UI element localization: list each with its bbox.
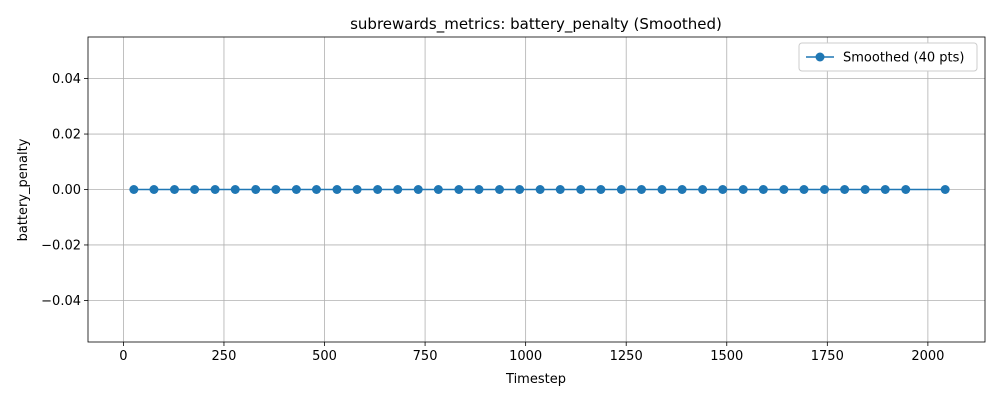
legend-series-label: Smoothed (40 pts): [843, 51, 964, 66]
data-point: [596, 185, 606, 194]
x-axis: 0 250 500 750 1000 1250 1500 1750 2000: [119, 342, 944, 364]
x-tick-label: 750: [413, 349, 438, 364]
data-point: [230, 185, 240, 194]
data-point: [291, 185, 301, 194]
data-point: [555, 185, 565, 194]
x-axis-label: Timestep: [505, 372, 566, 387]
x-tick-label: 500: [312, 349, 337, 364]
data-point: [718, 185, 728, 194]
data-point: [535, 185, 545, 194]
data-point: [799, 185, 809, 194]
data-point: [149, 185, 159, 194]
data-point: [698, 185, 708, 194]
legend: Smoothed (40 pts): [798, 42, 978, 72]
x-tick-label: 2000: [911, 349, 944, 364]
y-axis-label: battery_penalty: [16, 138, 31, 241]
legend-marker-sample: [815, 52, 825, 62]
y-tick-label: −0.04: [41, 294, 81, 309]
grid: [88, 37, 985, 342]
data-point: [657, 185, 667, 194]
data-point: [251, 185, 261, 194]
data-point: [636, 185, 646, 194]
data-point: [901, 185, 911, 194]
data-point: [494, 185, 504, 194]
data-point: [738, 185, 748, 194]
data-point: [880, 185, 890, 194]
data-point: [454, 185, 464, 194]
data-point: [169, 185, 179, 194]
data-point: [393, 185, 403, 194]
data-point: [311, 185, 321, 194]
x-tick-label: 0: [119, 349, 127, 364]
y-tick-label: 0.00: [52, 183, 81, 198]
y-tick-label: 0.02: [52, 128, 81, 143]
data-point: [373, 185, 383, 194]
x-tick-label: 1500: [710, 349, 743, 364]
y-tick-label: −0.02: [41, 238, 81, 253]
x-tick-label: 1000: [509, 349, 542, 364]
y-tick-label: 0.04: [52, 72, 81, 87]
chart-title: subrewards_metrics: battery_penalty (Smo…: [350, 15, 722, 34]
y-axis: −0.04 −0.02 0.00 0.02 0.04: [41, 72, 88, 309]
data-point: [677, 185, 687, 194]
x-tick-label: 1250: [610, 349, 643, 364]
data-point: [129, 185, 139, 194]
legend-box: [798, 42, 978, 72]
series-layer: [129, 185, 950, 194]
x-tick-label: 1750: [811, 349, 844, 364]
x-tick-label: 250: [212, 349, 237, 364]
data-point: [758, 185, 768, 194]
data-point: [474, 185, 484, 194]
data-point: [515, 185, 525, 194]
data-point: [576, 185, 586, 194]
data-point: [271, 185, 281, 194]
data-point: [840, 185, 850, 194]
data-point: [190, 185, 200, 194]
data-point: [352, 185, 362, 194]
data-point: [332, 185, 342, 194]
data-point: [940, 185, 950, 194]
data-point: [413, 185, 423, 194]
data-point: [779, 185, 789, 194]
data-point: [820, 185, 830, 194]
data-point: [433, 185, 443, 194]
data-point: [860, 185, 870, 194]
data-point: [210, 185, 220, 194]
data-point: [616, 185, 626, 194]
